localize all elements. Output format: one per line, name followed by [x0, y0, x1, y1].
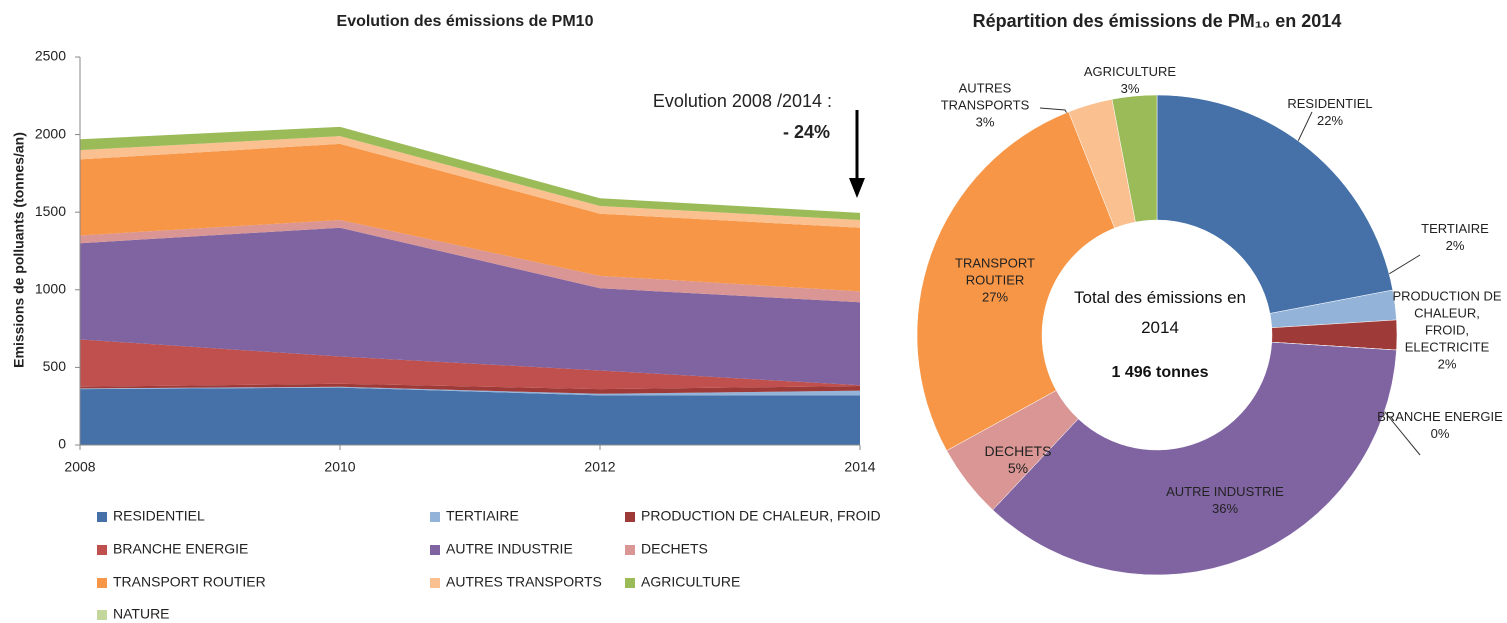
pie-category: RESIDENTIEL	[1287, 96, 1373, 111]
legend-label: NATURE	[113, 606, 170, 622]
legend-label: TERTIAIRE	[446, 508, 519, 524]
pie-value-label: 3%	[1120, 81, 1140, 96]
pie-value-label: 5%	[1007, 460, 1029, 476]
pie-value-label: 22%	[1316, 113, 1344, 128]
x-tick-label: 2012	[584, 459, 615, 475]
pie-label: RESIDENTIEL 22%	[1270, 95, 1390, 129]
x-tick-label: 2014	[844, 459, 875, 475]
annotation: Evolution 2008 /2014 :	[653, 91, 832, 111]
legend-label: AUTRES TRANSPORTS	[446, 574, 602, 590]
pie-slice	[992, 341, 1397, 576]
area	[80, 383, 860, 394]
pie-value-label: 27%	[981, 289, 1009, 305]
y-tick-label: 1000	[35, 281, 66, 297]
annotation-value: - 24%	[783, 122, 830, 142]
legend-swatch	[430, 545, 440, 555]
pie-category: AGRICULTURE	[1083, 64, 1177, 79]
legend-swatch	[430, 512, 440, 522]
x-tick-label: 2010	[324, 459, 355, 475]
y-tick-label: 1500	[35, 203, 66, 219]
pie-category: DECHETS	[984, 443, 1052, 459]
legend-label: TRANSPORT ROUTIER	[113, 574, 266, 590]
legend-swatch	[625, 512, 635, 522]
y-tick-label: 2500	[35, 48, 66, 64]
area	[80, 143, 860, 292]
y-tick-label: 500	[43, 358, 67, 374]
pie-label: AUTRE INDUSTRIE 36%	[1145, 483, 1305, 517]
pie-category: PRODUCTION DE CHALEUR, FROID, ELECTRICIT…	[1392, 288, 1502, 355]
legend-swatch	[625, 545, 635, 555]
pie-label: PRODUCTION DE CHALEUR, FROID, ELECTRICIT…	[1392, 288, 1502, 373]
pie-label: AUTRES TRANSPORTS 3%	[940, 80, 1030, 131]
pie-value-label: 36%	[1211, 501, 1239, 516]
area	[80, 136, 860, 228]
pie-category: TERTIAIRE	[1421, 221, 1489, 236]
chart-title: Répartition des émissions de PM₁₀ en 201…	[973, 11, 1342, 31]
pie-slice	[1111, 94, 1158, 223]
legend-swatch	[430, 578, 440, 588]
pie-value-label: 3%	[975, 114, 995, 130]
legend-label: AGRICULTURE	[641, 574, 740, 590]
legend-label: RESIDENTIEL	[113, 508, 205, 524]
y-tick-label: 0	[58, 436, 66, 452]
pie-label: AGRICULTURE 3%	[1075, 63, 1185, 97]
area	[80, 387, 860, 445]
pie-category: AUTRE INDUSTRIE	[1166, 484, 1284, 499]
pie-category: TRANSPORT ROUTIER	[955, 255, 1035, 288]
chart-title: Evolution des émissions de PM10	[337, 13, 594, 30]
pie-category: AUTRES TRANSPORTS	[940, 80, 1030, 113]
legend-label: BRANCHE ENERGIE	[113, 541, 248, 557]
pie-value-label: 0%	[1430, 426, 1450, 441]
center-value: 1 496 tonnes	[1111, 364, 1209, 381]
pie-label: TRANSPORT ROUTIER 27%	[945, 255, 1045, 306]
pie-category: BRANCHE ENERGIE	[1377, 409, 1503, 424]
legend-label: PRODUCTION DE CHALEUR, FROID	[641, 508, 881, 524]
area	[80, 227, 860, 386]
area	[80, 219, 860, 303]
x-tick-label: 2008	[64, 459, 95, 475]
y-axis-label: Emissions de polluants (tonnes/an)	[11, 132, 27, 368]
pie-slice	[916, 111, 1115, 451]
pie-label: BRANCHE ENERGIE 0%	[1375, 408, 1505, 442]
pie-label: TERTIAIRE 2%	[1405, 220, 1505, 254]
area	[80, 386, 860, 396]
area	[80, 339, 860, 390]
legend-swatch	[97, 512, 107, 522]
legend-label: AUTRE INDUSTRIE	[446, 541, 573, 557]
legend-swatch	[97, 545, 107, 555]
legend-swatch	[97, 578, 107, 588]
pie-value-label: 2%	[1445, 238, 1465, 253]
legend-swatch	[97, 610, 107, 620]
legend-label: DECHETS	[641, 541, 708, 557]
legend-swatch	[625, 578, 635, 588]
pie-slice	[1156, 94, 1394, 314]
center-label: Total des émissions en 2014	[1074, 288, 1246, 337]
area	[80, 126, 860, 220]
y-tick-label: 2000	[35, 125, 66, 141]
arrow-head	[849, 178, 865, 198]
pie-value-label: 2%	[1437, 356, 1457, 372]
pie-label: DECHETS 5%	[978, 443, 1058, 477]
